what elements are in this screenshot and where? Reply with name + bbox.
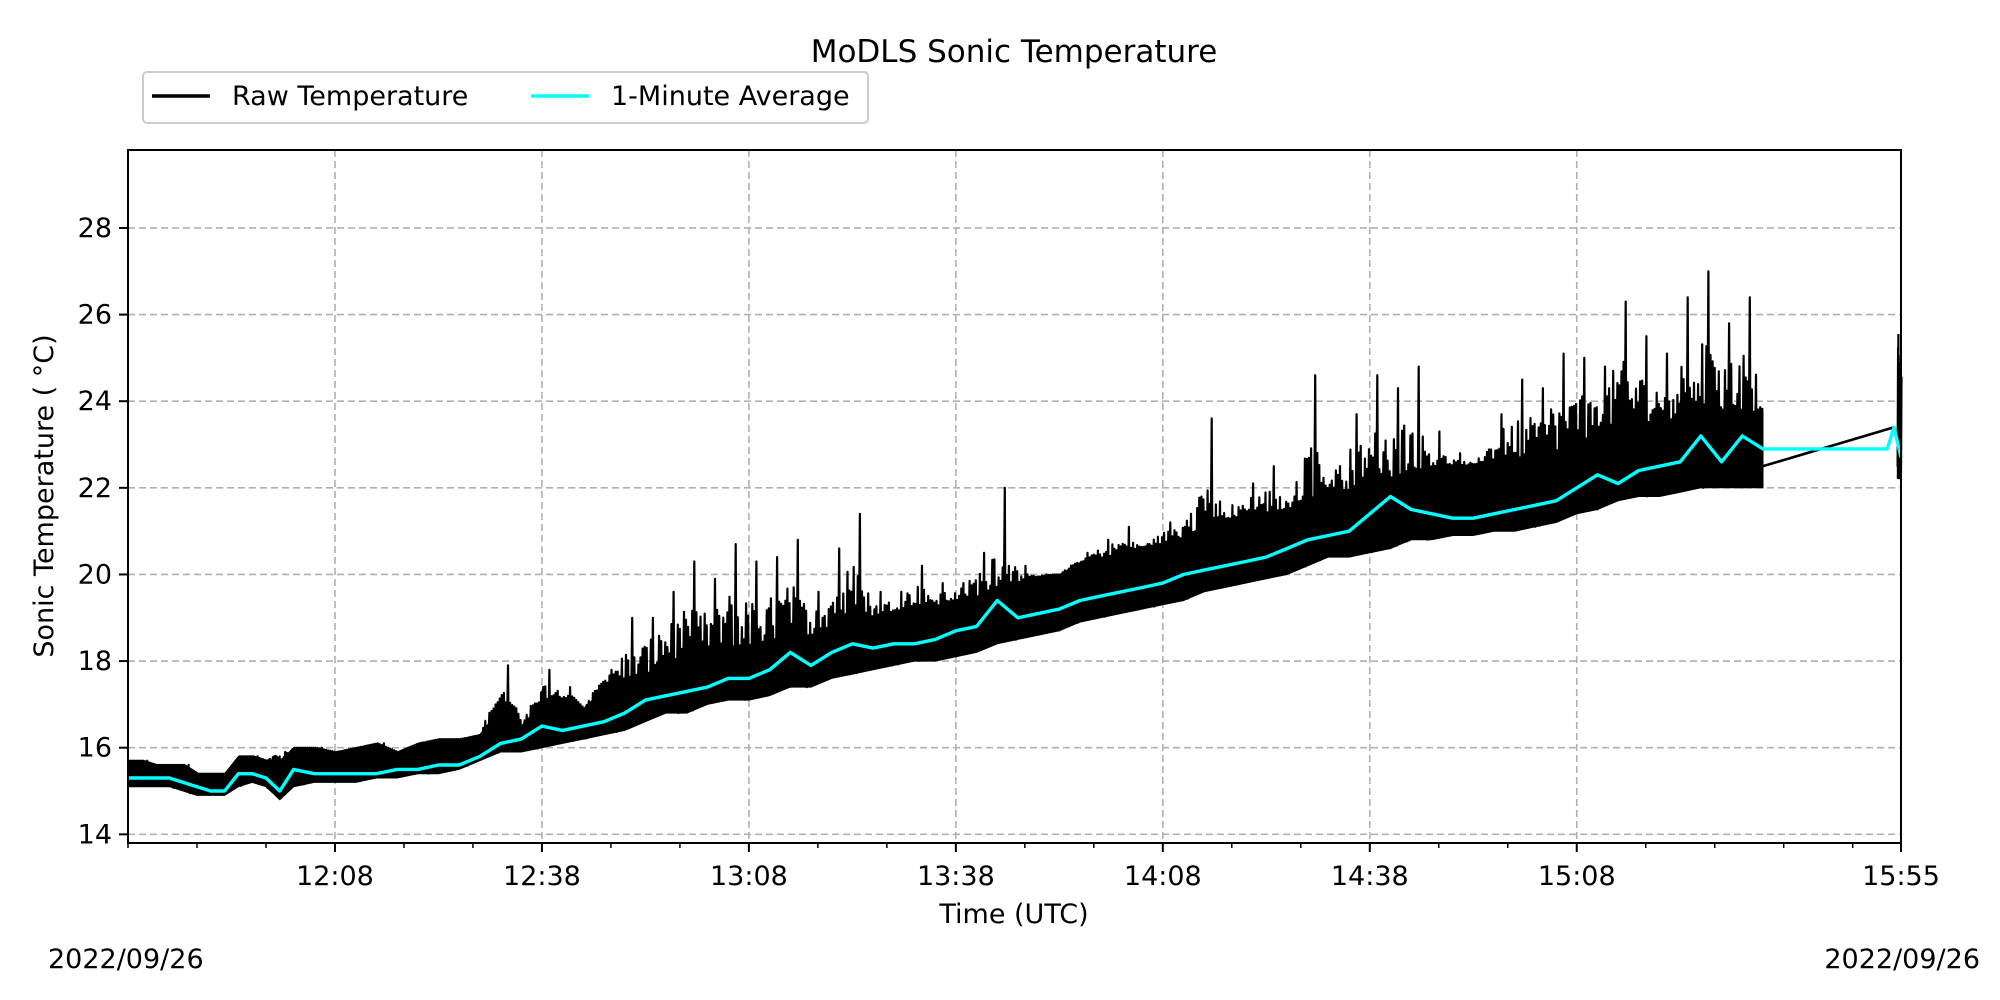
legend-frame [142, 71, 869, 124]
date-label-right: 2022/09/26 [1824, 944, 1980, 975]
average-temperature-series [128, 425, 1903, 793]
y-tick-label: 18 [78, 646, 112, 677]
y-tick-label: 16 [78, 733, 112, 764]
y-tick-label: 26 [78, 300, 112, 331]
legend-label-raw: Raw Temperature [232, 81, 468, 112]
y-tick-label: 20 [78, 559, 112, 590]
x-tick-label: 13:08 [710, 861, 788, 892]
series-layer [126, 270, 1903, 801]
y-axis-label: Sonic Temperature ( °C) [29, 334, 60, 657]
y-tick-label: 24 [78, 386, 112, 417]
x-tick-label: 15:55 [1862, 861, 1940, 892]
x-tick-label: 12:38 [503, 861, 581, 892]
date-label-left: 2022/09/26 [48, 944, 204, 975]
x-tick-label: 15:08 [1538, 861, 1616, 892]
x-tick-label: 14:38 [1331, 861, 1409, 892]
ticks: 14 16 18 20 22 24 26 28 12:08 12:38 13:08 13:38 14:0… [78, 213, 1940, 892]
x-tick-label: 13:38 [917, 861, 995, 892]
x-axis-label: Time (UTC) [938, 899, 1088, 930]
legend-label-average: 1-Minute Average [611, 81, 850, 112]
y-tick-label: 14 [78, 819, 112, 850]
plot-frame [127, 149, 1902, 844]
gridlines [128, 150, 1901, 843]
x-tick-label: 12:08 [296, 861, 374, 892]
x-tick-label: 14:08 [1124, 861, 1202, 892]
chart-title: MoDLS Sonic Temperature [811, 34, 1218, 70]
legend: Raw Temperature 1-Minute Average [142, 71, 869, 124]
raw-temperature-series-trace [126, 270, 1764, 800]
raw-temperature-gap-line [1762, 425, 1895, 468]
y-tick-label: 28 [78, 213, 112, 244]
y-tick-label: 22 [78, 473, 112, 504]
